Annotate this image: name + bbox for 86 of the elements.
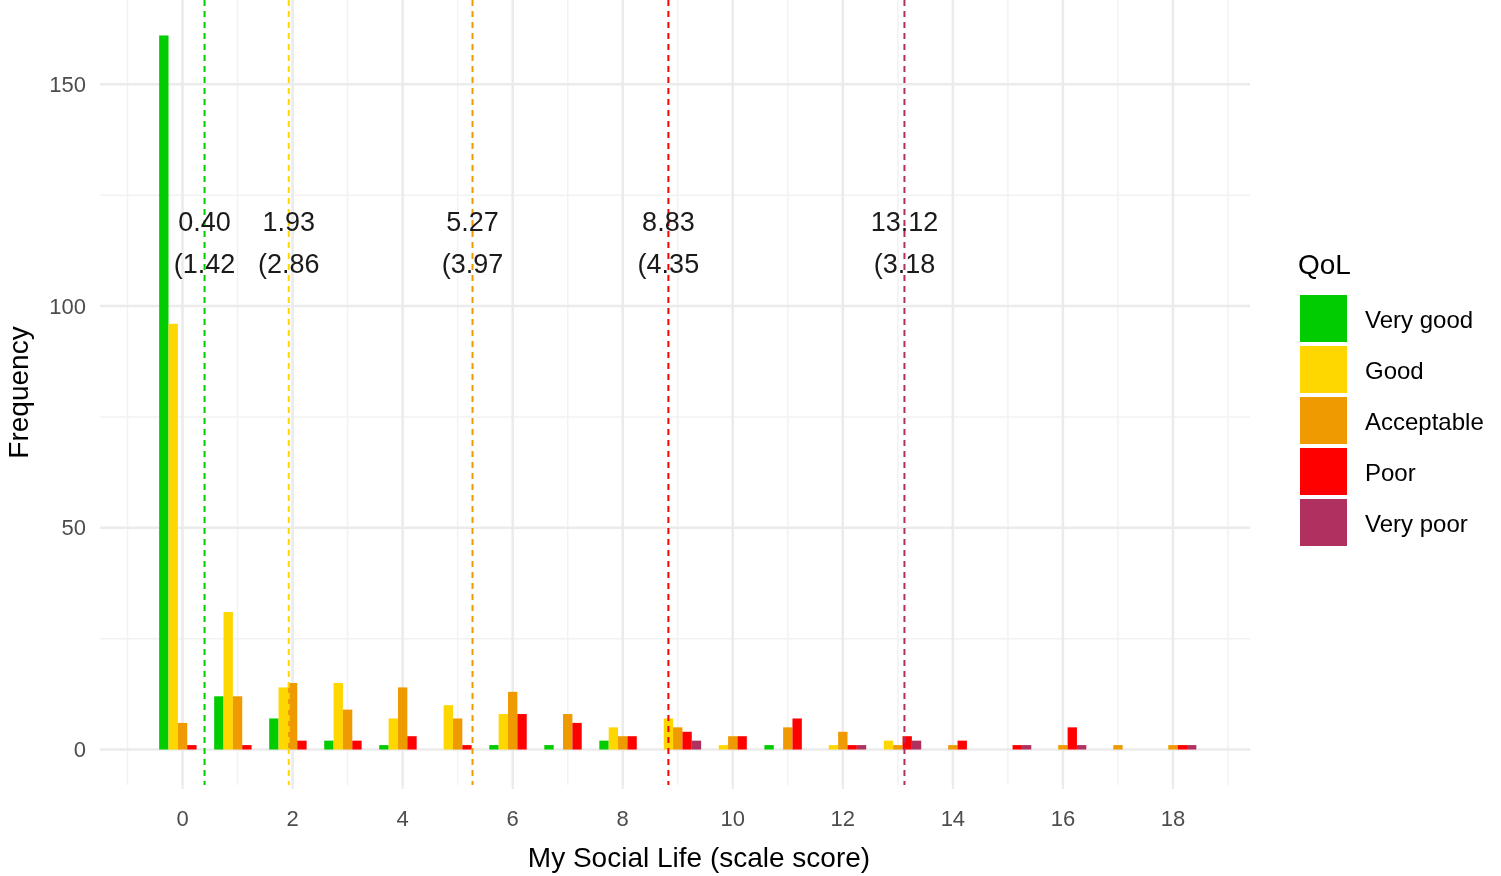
legend-label: Very poor [1365, 509, 1468, 537]
bar [1012, 745, 1022, 750]
x-tick-label: 8 [616, 805, 629, 831]
x-tick-label: 16 [1050, 805, 1076, 831]
bar [397, 687, 408, 750]
bar [388, 718, 398, 750]
bar [443, 705, 453, 750]
bar [948, 745, 958, 750]
annotation: 8.83 (4.35 [637, 206, 700, 279]
bar [1067, 727, 1077, 750]
bar [187, 745, 197, 750]
x-tick-label: 0 [176, 805, 189, 831]
bar [627, 736, 637, 750]
bar [1177, 745, 1187, 750]
legend-label: Acceptable [1365, 407, 1484, 435]
annotation: 1.93 (2.86 [257, 206, 320, 279]
bar [957, 740, 967, 750]
bar [1021, 745, 1032, 750]
x-tick-label: 10 [720, 805, 746, 831]
bar [462, 745, 472, 750]
bar [1187, 745, 1197, 750]
y-tick-label: 150 [49, 71, 86, 97]
bar [572, 722, 582, 750]
bar [883, 740, 894, 750]
bar [718, 745, 729, 750]
bar [214, 696, 224, 750]
legend-label: Poor [1365, 458, 1416, 486]
bar [177, 722, 188, 750]
x-tick-label: 18 [1160, 805, 1186, 831]
bar [168, 323, 178, 750]
x-tick-label: 12 [830, 805, 856, 831]
annotation: 5.27 (3.97 [441, 206, 504, 279]
bar [498, 714, 508, 750]
bar [1113, 745, 1123, 750]
bar [682, 731, 692, 750]
bar [159, 35, 169, 750]
x-tick-label: 4 [396, 805, 409, 831]
bar [489, 745, 499, 750]
legend-label: Good [1365, 356, 1424, 384]
bar [379, 745, 389, 750]
bar [452, 718, 463, 750]
bar [737, 736, 747, 750]
bar [563, 714, 573, 750]
bar [352, 740, 362, 750]
bar [269, 718, 279, 750]
annotation: 13.12 (3.18 [870, 206, 939, 279]
bar [691, 740, 702, 750]
bar [911, 740, 922, 750]
bar [783, 727, 793, 750]
y-axis-title: Frequency [2, 326, 34, 459]
y-tick-label: 0 [73, 737, 86, 763]
bar [544, 745, 554, 750]
bar [232, 696, 243, 750]
bar [792, 718, 802, 750]
bar [223, 612, 233, 750]
bar [608, 727, 619, 750]
bar [297, 740, 307, 750]
bar [599, 740, 609, 750]
bar [1058, 745, 1068, 750]
bar [242, 745, 252, 750]
bar [856, 745, 867, 750]
bar [728, 736, 738, 750]
bar [838, 731, 848, 750]
annotation: 0.40 (1.42 [173, 206, 236, 279]
bar [893, 745, 903, 750]
bar [508, 691, 518, 750]
y-tick-label: 50 [61, 515, 86, 541]
bar [1076, 745, 1087, 750]
x-axis-title: My Social Life (scale score) [527, 841, 871, 873]
legend-title: QoL [1298, 248, 1351, 280]
bar [342, 709, 353, 750]
bar [847, 745, 857, 750]
x-tick-label: 2 [286, 805, 299, 831]
bar [407, 736, 417, 750]
x-tick-label: 6 [506, 805, 519, 831]
bar [828, 745, 839, 750]
bar [333, 682, 343, 750]
bar [517, 714, 527, 750]
x-tick-label: 14 [940, 805, 966, 831]
legend-label: Very good [1365, 305, 1474, 333]
bar [618, 736, 628, 750]
bar [1168, 745, 1178, 750]
bar [673, 727, 683, 750]
bar [324, 740, 334, 750]
bar [764, 745, 774, 750]
y-tick-label: 100 [49, 293, 86, 319]
